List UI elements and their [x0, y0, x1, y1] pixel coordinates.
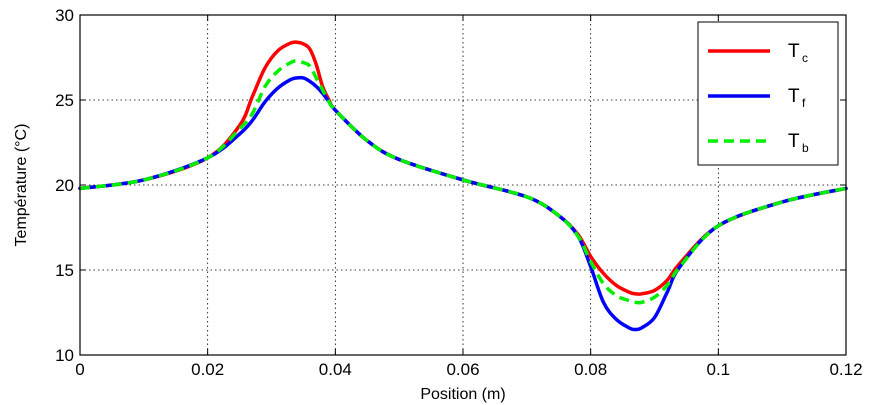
y-tick-label: 20: [55, 176, 74, 195]
x-tick-label: 0.04: [319, 360, 352, 379]
grid: [80, 15, 846, 355]
series-tf-line: [78, 75, 848, 332]
x-tick-label: 0.1: [707, 360, 731, 379]
legend-label: T: [788, 41, 800, 62]
legend-label-subscript: c: [802, 51, 808, 65]
legend-label-subscript: b: [802, 141, 809, 155]
legend-label-subscript: f: [802, 96, 806, 110]
x-axis-label: Position (m): [420, 386, 505, 403]
series-tb-line: [79, 59, 847, 305]
y-tick-label: 25: [55, 91, 74, 110]
legend-label: T: [788, 86, 800, 107]
x-tick-label: 0.12: [829, 360, 862, 379]
y-axis-label: Température (°C): [13, 124, 30, 247]
legend-box: [697, 21, 839, 166]
x-tick-label: 0.02: [191, 360, 224, 379]
legend-label: T: [788, 131, 800, 152]
y-tick-label: 30: [55, 6, 74, 25]
x-tick-label: 0: [75, 360, 84, 379]
x-tick-label: 0.08: [574, 360, 607, 379]
ticks: 0 0.02 0.04 0.06 0.08 0.1 0.12 10 15 20 25 30: [55, 6, 862, 379]
y-tick-label: 15: [55, 261, 74, 280]
y-tick-label: 10: [55, 346, 74, 365]
series-layer: [78, 40, 848, 332]
x-tick-label: 0.06: [446, 360, 479, 379]
